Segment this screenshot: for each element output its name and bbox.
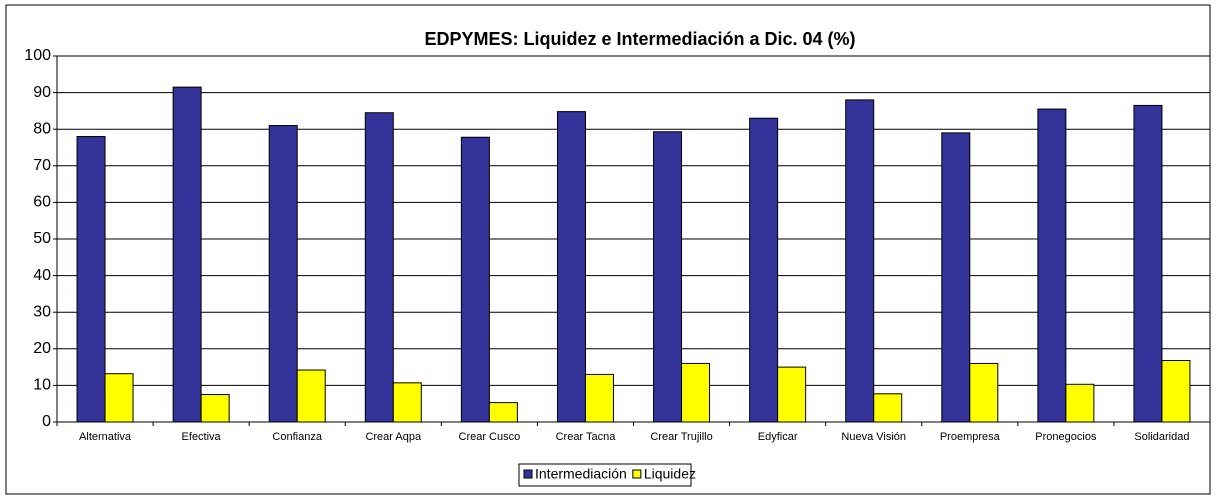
bar <box>296 369 326 423</box>
bar <box>1065 383 1095 423</box>
bar <box>172 86 202 423</box>
bar <box>777 366 807 423</box>
x-tick-label: Crear Trujillo <box>650 431 712 443</box>
x-tick-label: Crear Tacna <box>556 431 617 443</box>
bar <box>1161 360 1191 423</box>
bar <box>749 117 779 423</box>
bar <box>556 111 586 423</box>
y-tick-label: 50 <box>33 230 51 247</box>
y-tick-label: 70 <box>33 157 51 174</box>
x-tick-label: Solidaridad <box>1134 431 1189 443</box>
x-tick-label: Nueva Visión <box>841 431 906 443</box>
x-tick-label: Alternativa <box>79 431 132 443</box>
bar <box>1133 104 1163 423</box>
x-tick-label: Crear Cusco <box>459 431 521 443</box>
x-tick-label: Edyficar <box>758 431 798 443</box>
y-tick-label: 20 <box>33 340 51 357</box>
bar <box>104 373 134 423</box>
bar <box>873 393 903 423</box>
y-tick-label: 0 <box>42 413 51 430</box>
y-tick-label: 10 <box>33 377 51 394</box>
bar <box>76 136 106 423</box>
bar <box>488 402 518 423</box>
bar <box>364 112 394 423</box>
y-tick-label: 100 <box>24 47 51 64</box>
bar <box>1037 108 1067 423</box>
bar <box>653 131 683 423</box>
x-tick-label: Efectiva <box>182 431 222 443</box>
legend-box <box>518 463 692 487</box>
legend-swatch <box>632 469 642 479</box>
legend-label: Liquidez <box>644 466 696 482</box>
bar <box>941 132 971 423</box>
bar <box>584 373 614 423</box>
y-tick-label: 30 <box>33 303 51 320</box>
bar <box>392 382 422 423</box>
chart-title: EDPYMES: Liquidez e Intermediación a Dic… <box>424 29 855 49</box>
bar <box>969 362 999 423</box>
x-tick-label: Crear Aqpa <box>365 431 422 443</box>
bar <box>460 136 490 423</box>
bar <box>200 394 230 423</box>
y-tick-label: 40 <box>33 267 51 284</box>
x-tick-label: Pronegocios <box>1035 431 1097 443</box>
x-tick-label: Proempresa <box>940 431 1001 443</box>
x-tick-label: Confianza <box>272 431 322 443</box>
legend-label: Intermediación <box>535 466 627 482</box>
bar <box>845 99 875 423</box>
legend-swatch <box>523 469 533 479</box>
y-tick-label: 90 <box>33 84 51 101</box>
bar <box>681 362 711 423</box>
y-tick-label: 60 <box>33 194 51 211</box>
y-tick-label: 80 <box>33 120 51 137</box>
bar <box>268 125 298 423</box>
